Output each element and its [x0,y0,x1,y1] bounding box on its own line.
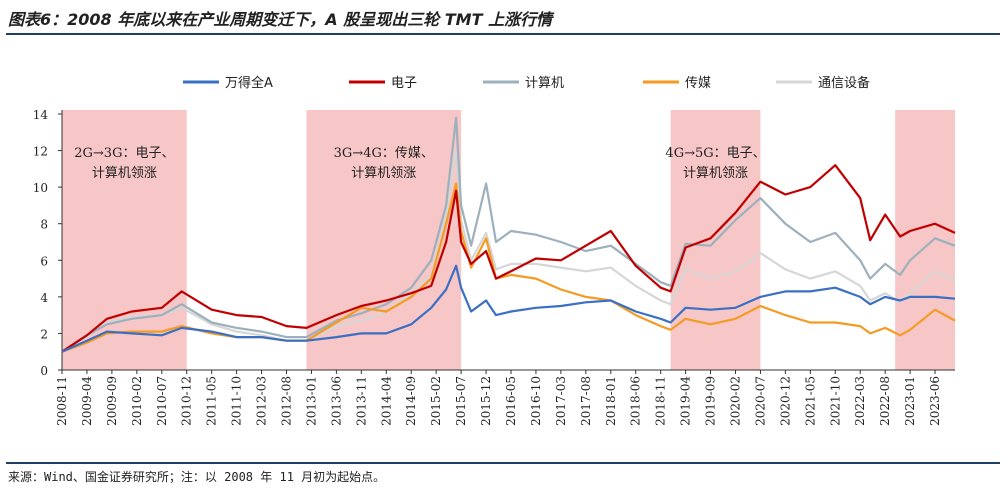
period-annotation-1-line-2: 计算机领涨 [92,166,157,181]
x-tick-label: 2010-02 [130,376,144,426]
x-tick-label: 2013-06 [329,376,343,426]
period-annotations: 2G→3G：电子、计算机领涨3G→4G：传媒、计算机领涨4G→5G：电子、计算机… [74,146,765,181]
x-tick-label: 2022-03 [853,376,867,426]
source-note: 来源：Wind、国金证券研究所；注：以 2008 年 11 月初为起始点。 [8,470,386,484]
y-tick-label: 14 [33,108,49,122]
x-tick-label: 2020-07 [753,376,767,426]
y-tick-label: 6 [40,254,48,268]
y-tick-label: 0 [40,364,48,378]
x-tick-label: 2023-06 [928,376,942,426]
period-annotation-2-line-1: 3G→4G：传媒、 [334,146,434,161]
x-tick-label: 2019-09 [704,376,718,426]
series-line-1 [61,264,956,353]
x-tick-label: 2018-11 [654,376,668,426]
y-tick-label: 4 [40,291,48,305]
legend-label-3: 计算机 [525,76,564,91]
series-line-4 [61,182,956,353]
x-tick-label: 2014-04 [379,376,393,426]
legend-label-2: 电子 [391,76,417,91]
footer-divider [6,462,1000,464]
period-annotation-3-line-1: 4G→5G：电子、 [665,146,765,161]
x-tick-label: 2014-09 [404,376,418,426]
shaded-period-2 [306,110,462,370]
x-tick-label: 2017-08 [579,376,593,426]
y-tick-label: 8 [40,218,48,232]
series-line-3 [61,116,956,353]
x-tick-label: 2012-03 [255,376,269,426]
legend-label-1: 万得全A [225,75,273,91]
axes: 0 2 4 6 8 10 12 14 2008-11 2009-04 2009-09 2010-02 2… [33,108,955,426]
x-tick-label: 2018-06 [629,376,643,426]
x-tick-label: 2013-11 [354,376,368,426]
x-tick-label: 2017-03 [554,376,568,426]
x-tick-label: 2023-01 [903,376,917,426]
x-tick-label: 2016-05 [504,376,518,426]
x-tick-label: 2008-11 [55,376,69,426]
x-tick-label: 2012-08 [279,376,293,426]
y-tick-label: 2 [40,327,48,341]
x-tick-label: 2009-09 [105,376,119,426]
figure-title: 图表6：2008 年底以来在产业周期变迁下，A 股呈现出三轮 TMT 上涨行情 [8,10,553,29]
x-tick-label: 2015-12 [479,376,493,426]
x-tick-label: 2018-01 [604,376,618,426]
x-tick-label: 2011-05 [205,376,219,426]
x-tick-label: 2011-10 [230,376,244,426]
title-divider [6,33,1000,35]
x-tick-label: 2010-07 [155,376,169,426]
legend: 万得全A 电子 计算机 传媒 通信设备 [183,75,870,91]
x-tick-label: 2019-04 [679,376,693,426]
period-annotation-2-line-2: 计算机领涨 [351,166,416,181]
x-tick-label: 2010-12 [180,376,194,426]
series-line-2 [61,164,956,353]
series-lines [61,116,956,353]
x-tick-label: 2022-08 [878,376,892,426]
x-tick-label: 2016-10 [529,376,543,426]
x-tick-label: 2013-01 [304,376,318,426]
shaded-periods [62,110,955,370]
y-tick-label: 10 [33,181,48,195]
x-tick-label: 2021-05 [803,376,817,426]
x-tick-label: 2009-04 [80,376,94,426]
period-annotation-1-line-1: 2G→3G：电子、 [74,146,174,161]
x-tick-label: 2021-10 [828,376,842,426]
legend-label-4: 传媒 [685,76,711,91]
shaded-period-4 [895,110,955,370]
period-annotation-3-line-2: 计算机领涨 [683,166,748,181]
x-tick-label: 2015-07 [454,376,468,426]
shaded-period-1 [62,110,187,370]
x-tick-label: 2020-12 [778,376,792,426]
series-line-5 [61,149,956,353]
y-tick-label: 12 [33,145,48,159]
x-tick-label: 2015-02 [429,376,443,426]
x-tick-label: 2020-02 [728,376,742,426]
legend-label-5: 通信设备 [818,75,870,91]
